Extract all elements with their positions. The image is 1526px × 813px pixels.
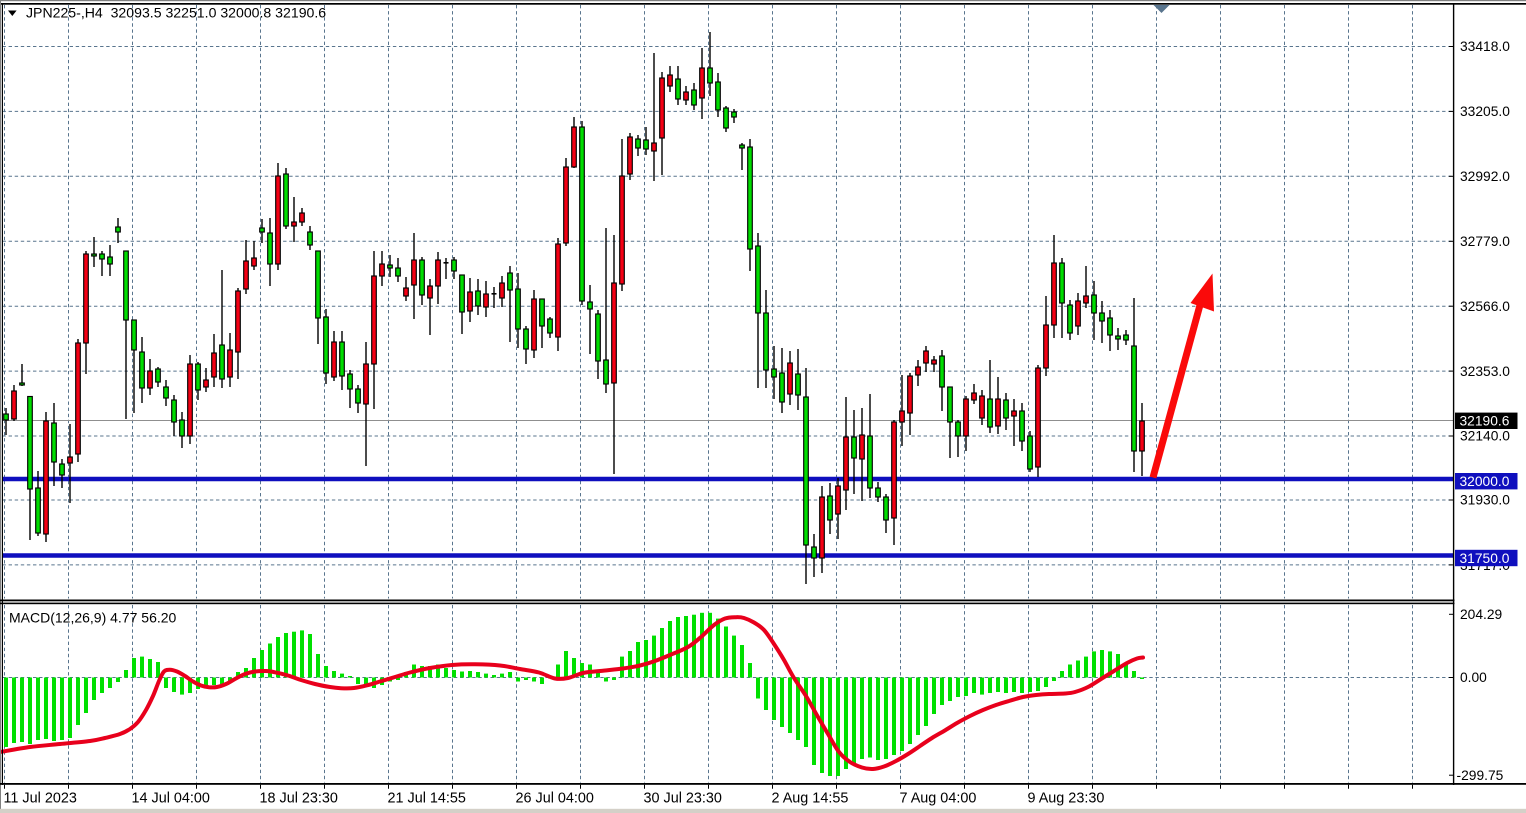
svg-text:21 Jul 14:55: 21 Jul 14:55 [388, 791, 466, 807]
svg-text:JPN225-,H4 32093.5 32251.0 32: JPN225-,H4 32093.5 32251.0 32000.8 32190… [26, 5, 326, 21]
svg-text:11 Jul 2023: 11 Jul 2023 [4, 791, 77, 807]
svg-text:26 Jul 04:00: 26 Jul 04:00 [516, 791, 594, 807]
svg-text:-299.75: -299.75 [1457, 768, 1504, 783]
svg-text:30 Jul 23:30: 30 Jul 23:30 [644, 791, 722, 807]
svg-text:0.00: 0.00 [1460, 670, 1487, 685]
svg-text:32353.0: 32353.0 [1460, 364, 1510, 379]
svg-text:32140.0: 32140.0 [1460, 429, 1510, 444]
svg-text:32992.0: 32992.0 [1460, 169, 1510, 184]
svg-text:14 Jul 04:00: 14 Jul 04:00 [132, 791, 210, 807]
svg-text:32779.0: 32779.0 [1460, 234, 1510, 249]
svg-text:33205.0: 33205.0 [1460, 104, 1510, 119]
svg-text:32566.0: 32566.0 [1460, 299, 1510, 314]
svg-text:31750.0: 31750.0 [1460, 551, 1510, 566]
svg-text:9 Aug 23:30: 9 Aug 23:30 [1028, 791, 1105, 807]
svg-text:7 Aug 04:00: 7 Aug 04:00 [900, 791, 977, 807]
svg-text:32190.6: 32190.6 [1460, 414, 1510, 429]
svg-text:2 Aug 14:55: 2 Aug 14:55 [772, 791, 849, 807]
svg-text:32000.0: 32000.0 [1460, 474, 1510, 489]
svg-text:18 Jul 23:30: 18 Jul 23:30 [260, 791, 338, 807]
svg-text:MACD(12,26,9) 4.77 56.20: MACD(12,26,9) 4.77 56.20 [9, 610, 177, 626]
svg-text:204.29: 204.29 [1460, 607, 1503, 622]
svg-text:33418.0: 33418.0 [1460, 39, 1510, 54]
svg-text:31930.0: 31930.0 [1460, 493, 1510, 508]
